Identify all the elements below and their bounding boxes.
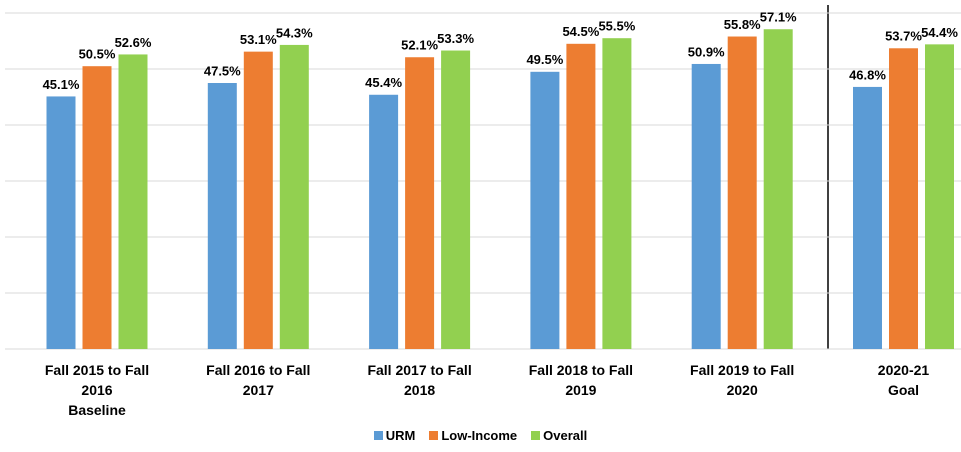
- bar: [369, 94, 399, 349]
- bar: [566, 43, 596, 350]
- data-label: 55.5%: [598, 19, 635, 34]
- x-tick-label: Fall 2016 to Fall 2017: [206, 362, 311, 398]
- data-label: 54.5%: [562, 24, 599, 39]
- data-label: 52.1%: [401, 38, 438, 53]
- data-label: 50.9%: [688, 44, 725, 59]
- data-label: 57.1%: [760, 10, 797, 25]
- bar: [727, 36, 757, 350]
- x-tick-label: Fall 2018 to Fall 2019: [528, 362, 634, 398]
- legend-swatch: [373, 431, 383, 440]
- bar: [691, 63, 721, 350]
- bar: [207, 83, 237, 349]
- data-label: 54.4%: [921, 25, 958, 40]
- bar: [118, 54, 148, 349]
- data-label: 46.8%: [849, 67, 886, 82]
- bar: [279, 44, 309, 350]
- bar: [405, 57, 435, 350]
- bar: [46, 96, 76, 349]
- bar: [602, 38, 632, 349]
- legend-item: URM: [373, 428, 416, 443]
- x-tick-label: Fall 2017 to Fall 2018: [367, 362, 472, 398]
- data-label: 45.1%: [43, 77, 80, 92]
- x-tick-label: 2020-21 Goal: [877, 362, 930, 398]
- bar: [82, 66, 112, 349]
- x-tick-label: Fall 2019 to Fall 2020: [690, 362, 795, 398]
- data-label: 54.3%: [276, 25, 313, 40]
- data-label: 50.5%: [79, 47, 116, 62]
- bar: [441, 50, 471, 350]
- bar: [243, 51, 273, 349]
- data-label: 53.1%: [240, 32, 277, 47]
- legend-label: URM: [385, 428, 416, 443]
- bar: [530, 71, 560, 350]
- legend-label: Overall: [543, 428, 588, 443]
- data-label: 45.4%: [365, 75, 402, 90]
- data-label: 49.5%: [526, 52, 563, 67]
- bar: [853, 86, 882, 350]
- bar: [925, 44, 954, 350]
- data-label: 52.6%: [115, 35, 152, 50]
- bar: [889, 48, 918, 349]
- legend-swatch: [429, 431, 439, 440]
- legend-label: Low-Income: [441, 428, 518, 443]
- legend: URM Low-Income Overall: [0, 428, 961, 443]
- legend-item: Low-Income: [429, 428, 517, 443]
- bar: [763, 29, 793, 350]
- data-label: 53.7%: [885, 29, 922, 44]
- data-label: 55.8%: [724, 17, 761, 32]
- legend-swatch: [531, 431, 541, 440]
- legend-item: Overall: [531, 428, 587, 443]
- data-label: 53.3%: [437, 31, 474, 46]
- x-tick-label: Fall 2015 to Fall 2016 Baseline: [44, 362, 150, 418]
- data-label: 47.5%: [204, 63, 241, 78]
